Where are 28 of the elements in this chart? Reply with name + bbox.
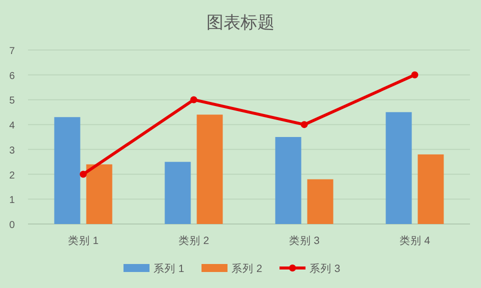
x-tick-label: 类别 2 — [178, 234, 210, 247]
y-tick-label: 4 — [9, 120, 16, 132]
point — [80, 170, 87, 178]
point — [190, 96, 198, 104]
point — [300, 121, 308, 128]
x-tick-label: 类别 1 — [68, 234, 99, 247]
y-tick-label: 0 — [9, 220, 16, 231]
bar — [86, 164, 112, 224]
y-tick-label: 3 — [9, 145, 16, 156]
y-tick-label: 5 — [9, 96, 16, 107]
y-tick-label: 6 — [9, 70, 16, 82]
x-tick-label: 类别 4 — [399, 234, 430, 247]
legend-label: 系列 3 — [310, 262, 340, 275]
x-tick-label: 类别 3 — [288, 234, 320, 247]
y-tick-label: 7 — [9, 46, 16, 57]
point — [411, 71, 418, 78]
bar — [196, 114, 223, 224]
legend-label: 系列 2 — [232, 262, 262, 275]
bar — [307, 179, 334, 224]
y-tick-label: 2 — [9, 170, 16, 182]
bar — [275, 137, 302, 224]
chart-title: 图表标题 — [206, 13, 274, 32]
y-tick-label: 1 — [9, 195, 16, 206]
legend-label: 系列 1 — [154, 262, 184, 275]
bar — [54, 117, 80, 224]
bar — [418, 154, 444, 224]
bar — [164, 162, 191, 224]
bar — [386, 112, 412, 224]
